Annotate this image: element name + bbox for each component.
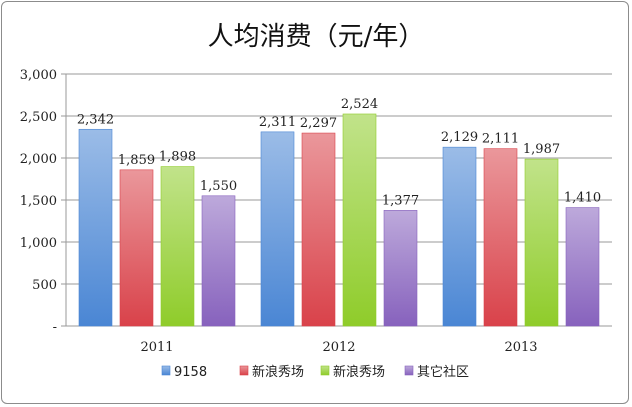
bar [160, 166, 195, 327]
bar [260, 131, 295, 327]
legend: 9158 新浪秀场 新浪秀场 其它社区 [161, 364, 469, 380]
data-label: 1,987 [523, 142, 560, 157]
legend-swatch [320, 365, 330, 376]
data-label: 2,311 [259, 115, 296, 130]
data-label: 2,524 [341, 97, 378, 112]
data-label: 2,342 [77, 112, 114, 127]
bar [524, 158, 559, 327]
bar [201, 195, 236, 327]
y-tick-label: 3,000 [20, 68, 57, 83]
x-tick-label: 2012 [322, 340, 355, 355]
bar [383, 210, 418, 327]
legend-item: 新浪秀场 [320, 364, 385, 380]
legend-swatch [161, 365, 171, 376]
data-label: 1,377 [382, 193, 419, 208]
data-label: 1,410 [564, 191, 601, 206]
chart-title: 人均消费（元/年） [208, 22, 425, 52]
gridlines [66, 73, 612, 327]
data-labels: 2,342 1,859 1,898 1,550 2,311 2,297 2,524 1,377… [77, 97, 601, 208]
legend-swatch [404, 365, 414, 376]
y-tick-label: 2,000 [20, 152, 57, 167]
y-tick-label: 500 [32, 278, 57, 293]
data-label: 2,111 [482, 132, 519, 147]
legend-item: 其它社区 [404, 364, 469, 380]
bar [342, 113, 377, 327]
y-tick-label: 1,000 [20, 236, 57, 251]
bar [565, 207, 600, 327]
bar [78, 128, 113, 327]
y-tick-label: 1,500 [20, 194, 57, 209]
legend-swatch [239, 365, 249, 376]
bar [442, 146, 477, 327]
bar [483, 148, 518, 327]
legend-item: 新浪秀场 [239, 364, 304, 380]
data-label: 2,129 [441, 130, 478, 145]
bar [119, 169, 154, 327]
axes: - 500 1,000 1,500 2,000 2,500 3,000 2011 2012 201… [20, 68, 538, 355]
data-label: 1,859 [118, 153, 155, 168]
x-tick-label: 2011 [140, 340, 173, 355]
legend-label: 新浪秀场 [333, 364, 385, 380]
legend-item: 9158 [161, 365, 207, 380]
data-label: 1,550 [200, 179, 237, 194]
x-tick-label: 2013 [504, 340, 537, 355]
bars [78, 113, 600, 327]
legend-label: 9158 [174, 365, 207, 380]
y-tick-label: - [53, 320, 57, 335]
bar [301, 132, 336, 327]
y-tick-label: 2,500 [20, 110, 57, 125]
data-label: 2,297 [300, 116, 337, 131]
data-label: 1,898 [159, 150, 196, 165]
legend-label: 其它社区 [417, 364, 469, 380]
legend-label: 新浪秀场 [252, 364, 304, 380]
